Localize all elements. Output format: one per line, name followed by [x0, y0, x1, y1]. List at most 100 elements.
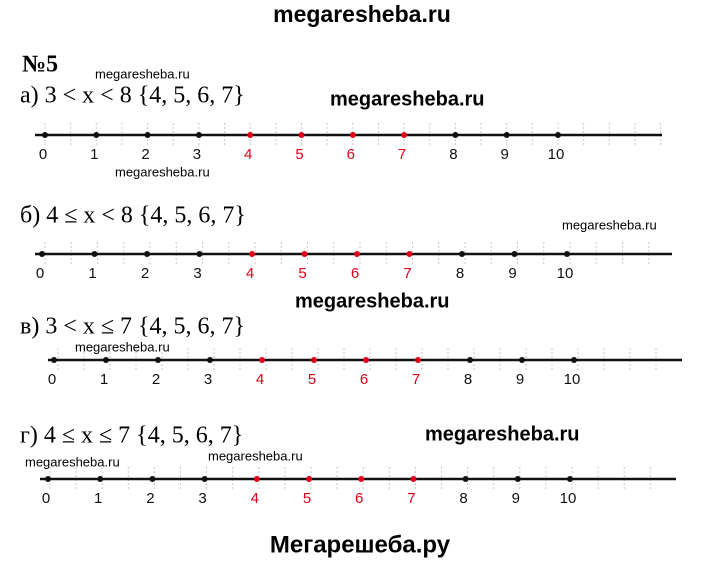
tick-label: 7 — [412, 371, 420, 388]
header-title: megaresheba.ru — [273, 1, 451, 27]
point — [259, 357, 265, 363]
problem-number: №5 — [22, 52, 58, 78]
item-label: г) 4 ≤ x ≤ 7 {4, 5, 6, 7} — [20, 423, 243, 449]
tick-label: 6 — [355, 490, 363, 507]
tick-label: 1 — [88, 265, 96, 282]
point — [354, 251, 360, 257]
tick-label: 5 — [308, 371, 316, 388]
point — [571, 357, 577, 363]
watermark: megaresheba.ru — [115, 164, 210, 179]
item-label: б) 4 ≤ x < 8 {4, 5, 6, 7} — [20, 203, 246, 229]
tick-label: 5 — [303, 490, 311, 507]
point — [149, 476, 156, 482]
item-label: а) 3 < x < 8 {4, 5, 6, 7} — [20, 83, 245, 109]
point — [39, 251, 45, 257]
tick-label: 8 — [456, 265, 464, 282]
point — [401, 132, 408, 138]
point — [406, 251, 413, 257]
watermark: megaresheba.ru — [208, 448, 303, 463]
point — [207, 357, 213, 363]
tick-label: 2 — [141, 146, 149, 163]
point — [564, 251, 570, 257]
tick-label: 4 — [244, 146, 252, 163]
watermark: megaresheba.ru — [425, 423, 580, 445]
point — [514, 476, 521, 482]
point — [247, 132, 254, 138]
point — [103, 357, 109, 363]
tick-label: 9 — [512, 490, 520, 507]
point — [144, 132, 151, 138]
tick-label: 4 — [256, 371, 264, 388]
tick-label: 7 — [407, 490, 415, 507]
point — [349, 132, 356, 138]
tick-label: 0 — [48, 371, 56, 388]
tick-label: 5 — [298, 265, 306, 282]
watermark: megaresheba.ru — [75, 339, 170, 354]
tick-label: 0 — [42, 490, 50, 507]
tick-label: 10 — [560, 490, 577, 507]
tick-label: 10 — [564, 371, 581, 388]
point — [196, 251, 203, 257]
point — [459, 251, 465, 257]
tick-label: 3 — [193, 265, 201, 282]
tick-label: 9 — [501, 146, 509, 163]
tick-label: 9 — [516, 371, 524, 388]
point — [249, 251, 255, 257]
tick-label: 3 — [198, 490, 206, 507]
tick-label: 8 — [464, 371, 472, 388]
point — [42, 132, 48, 138]
watermark: megaresheba.ru — [295, 290, 450, 312]
tick-label: 2 — [152, 371, 160, 388]
point — [51, 357, 57, 363]
watermark: megaresheba.ru — [330, 88, 485, 110]
point — [567, 476, 573, 482]
tick-label: 8 — [459, 490, 467, 507]
tick-label: 7 — [398, 146, 406, 163]
tick-label: 2 — [141, 265, 149, 282]
point — [363, 357, 369, 363]
point — [519, 357, 525, 363]
watermark: megaresheba.ru — [25, 454, 120, 469]
tick-label: 6 — [351, 265, 359, 282]
point — [358, 476, 365, 482]
tick-label: 2 — [146, 490, 154, 507]
point — [253, 476, 260, 482]
point — [195, 132, 202, 138]
tick-label: 0 — [39, 146, 47, 163]
point — [462, 476, 469, 482]
tick-label: 4 — [251, 490, 259, 507]
tick-label: 4 — [246, 265, 254, 282]
tick-label: 3 — [204, 371, 212, 388]
tick-label: 5 — [295, 146, 303, 163]
point — [306, 476, 312, 482]
tick-label: 1 — [90, 146, 98, 163]
point — [452, 132, 459, 138]
point — [415, 357, 421, 363]
tick-label: 6 — [347, 146, 355, 163]
tick-label: 3 — [193, 146, 201, 163]
point — [301, 251, 308, 257]
point — [155, 357, 161, 363]
tick-label: 7 — [403, 265, 411, 282]
point — [410, 476, 417, 482]
watermark: megaresheba.ru — [562, 217, 657, 232]
point — [91, 251, 98, 257]
point — [511, 251, 518, 257]
point — [555, 132, 561, 138]
watermark: megaresheba.ru — [95, 66, 190, 81]
tick-label: 1 — [100, 371, 108, 388]
point — [97, 476, 104, 482]
tick-label: 8 — [449, 146, 457, 163]
point — [503, 132, 510, 138]
footer: Мегарешеба.ру — [270, 531, 451, 558]
point — [93, 132, 100, 138]
item-label: в) 3 < x ≤ 7 {4, 5, 6, 7} — [20, 314, 245, 340]
tick-label: 6 — [360, 371, 368, 388]
point — [467, 357, 473, 363]
tick-label: 10 — [557, 265, 574, 282]
point — [144, 251, 150, 257]
tick-label: 0 — [36, 265, 44, 282]
point — [311, 357, 317, 363]
